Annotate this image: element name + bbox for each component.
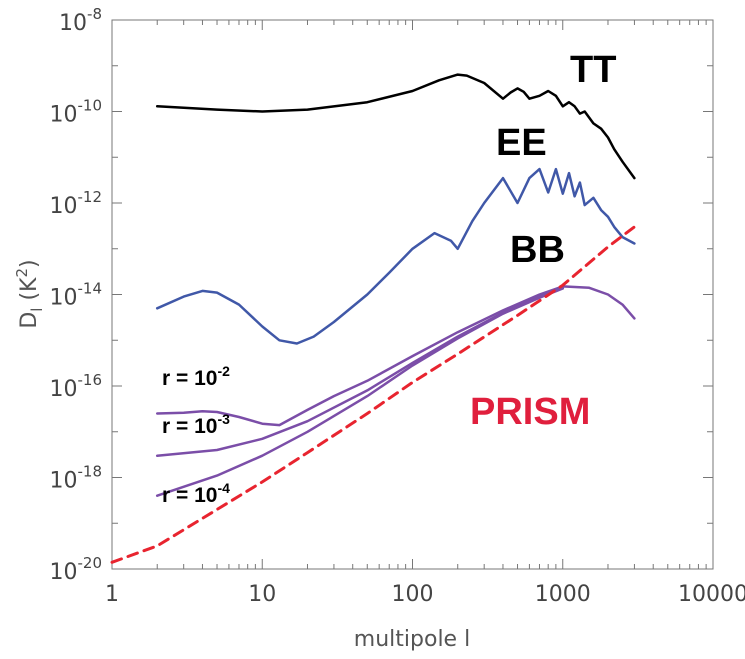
y-tick-label: 10-14 xyxy=(50,280,103,311)
prism-label: PRISM xyxy=(470,391,590,433)
y-tick-label: 10-10 xyxy=(50,97,103,128)
r-label-1e-2: r = 10-2 xyxy=(162,363,230,390)
x-axis-label: multipole l xyxy=(354,627,470,652)
y-tick-label: 10-8 xyxy=(59,5,102,36)
series-layer xyxy=(110,73,636,564)
x-tick-label: 10000 xyxy=(678,582,745,607)
r-label-1e-4: r = 10-4 xyxy=(162,480,230,507)
x-tick-label: 100 xyxy=(392,582,434,607)
series-line-tt-0 xyxy=(155,73,636,180)
series-line-ee-1 xyxy=(155,167,636,345)
x-tick-label: 10 xyxy=(248,582,276,607)
series-line-bb-4 xyxy=(155,287,565,497)
tick-labels: 1 10 100 1000 10000 10-20 10-18 10-16 10-14 10-12… xyxy=(50,5,745,607)
x-tick-label: 1000 xyxy=(535,582,591,607)
ee-label: EE xyxy=(496,122,547,164)
y-tick-label: 10-20 xyxy=(50,554,103,585)
bb-label: BB xyxy=(510,229,565,271)
x-tick-label: 1 xyxy=(105,582,119,607)
series-line-prism-5 xyxy=(110,225,636,564)
r-label-1e-3: r = 10-3 xyxy=(162,411,230,438)
series-line-bb-2 xyxy=(155,285,636,427)
y-tick-label: 10-18 xyxy=(50,463,103,494)
axis-ticks xyxy=(111,19,714,570)
y-tick-label: 10-16 xyxy=(50,371,103,402)
y-axis-label: Dl (K2) xyxy=(13,259,46,328)
tt-label: TT xyxy=(570,49,616,91)
y-tick-label: 10-12 xyxy=(50,188,103,219)
